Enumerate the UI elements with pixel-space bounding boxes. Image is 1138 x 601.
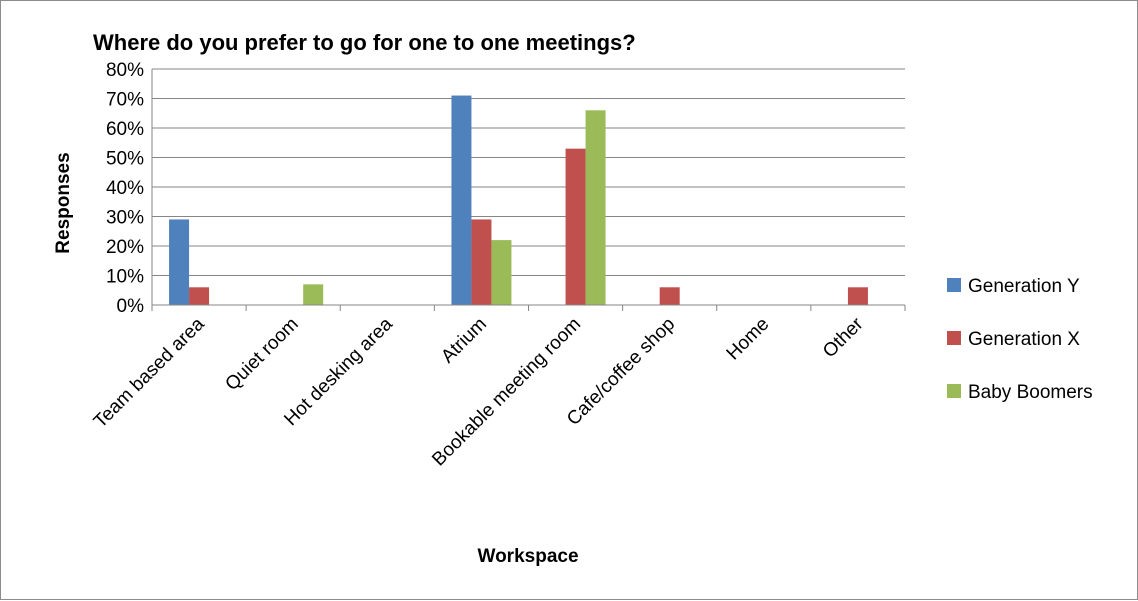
y-tick-label: 40% — [106, 178, 144, 199]
bar — [659, 287, 680, 305]
y-tick-label: 50% — [106, 149, 144, 170]
legend-label: Generation X — [968, 329, 1080, 350]
x-tick-label: Home — [723, 314, 774, 365]
chart-title: Where do you prefer to go for one to one… — [93, 30, 636, 55]
bar — [847, 287, 868, 305]
bar — [565, 148, 586, 305]
y-tick-label: 70% — [106, 90, 144, 111]
legend-swatch — [947, 384, 961, 398]
y-axis-title: Responses — [53, 152, 74, 253]
bar — [491, 240, 512, 305]
bars — [169, 95, 868, 305]
x-tick-label: Team based area — [90, 313, 209, 432]
y-tick-label: 10% — [106, 267, 144, 288]
legend: Generation Y Generation X Baby Boomers — [947, 276, 1093, 403]
y-tick-label: 80% — [106, 60, 144, 81]
legend-swatch — [947, 278, 961, 292]
legend-label: Baby Boomers — [968, 382, 1093, 403]
legend-label: Generation Y — [968, 276, 1080, 297]
bar — [189, 287, 210, 305]
x-tick-label: Quiet room — [221, 314, 302, 395]
y-tick-label: 30% — [106, 208, 144, 229]
x-tick-label: Other — [819, 313, 868, 362]
axes — [151, 69, 906, 311]
gridlines — [152, 68, 905, 276]
bar — [451, 95, 472, 305]
x-tick-label: Atrium — [437, 314, 491, 368]
bar — [303, 284, 324, 305]
y-tick-label: 60% — [106, 119, 144, 140]
y-tick-label: 20% — [106, 237, 144, 258]
x-axis-title: Workspace — [477, 546, 578, 567]
y-tick-labels: 0% 10% 20% 30% 40% 50% 60% 70% 80% — [106, 60, 144, 317]
y-tick-label: 0% — [117, 296, 145, 317]
bar — [585, 110, 606, 305]
bar — [471, 219, 492, 305]
bar — [169, 219, 190, 305]
legend-swatch — [947, 331, 961, 345]
